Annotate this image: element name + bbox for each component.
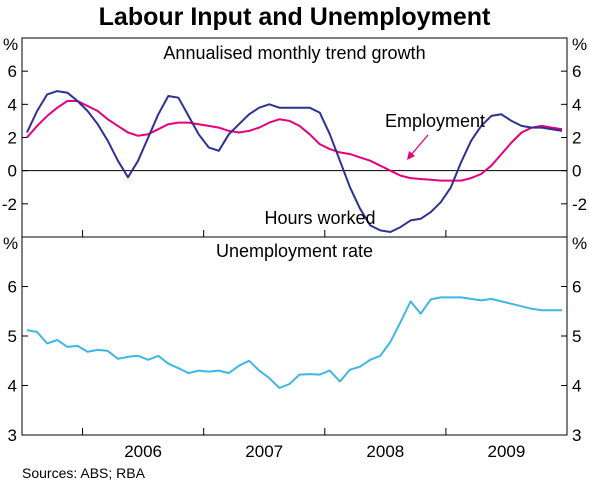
unit-label-right: % <box>572 234 587 253</box>
x-tick-label-2008: 2008 <box>366 442 404 461</box>
y-tick-label-left: 6 <box>8 278 17 297</box>
x-tick-label-2007: 2007 <box>245 442 283 461</box>
unit-label-left: % <box>3 35 18 54</box>
x-tick-label-2006: 2006 <box>124 442 162 461</box>
series-lines <box>26 90 563 389</box>
employment-annotation: Employment <box>385 111 485 131</box>
top-panel-title: Annualised monthly trend growth <box>163 43 425 63</box>
bottom-panel-title: Unemployment rate <box>216 241 373 261</box>
series-line-hours-worked <box>26 90 563 233</box>
y-tick-label-left: 4 <box>8 377 17 396</box>
chart-frames <box>21 37 568 436</box>
y-tick-label-right: -2 <box>572 195 587 214</box>
y-tick-label-right: 5 <box>572 327 581 346</box>
y-tick-label-right: 3 <box>572 426 581 445</box>
axis-labels: -2 -2 0 0 2 2 4 4 6 6% % 3 3 4 4 5 5 6 6% % 2006 2007 2008 2009 <box>2 35 587 461</box>
employment-annotation-arrow <box>410 134 429 156</box>
y-tick-label-right: 2 <box>572 129 581 148</box>
y-tick-label-left: -2 <box>2 195 17 214</box>
y-tick-label-right: 6 <box>572 62 581 81</box>
y-tick-label-left: 0 <box>8 162 17 181</box>
employment-annotation-arrowhead <box>407 151 415 160</box>
y-tick-label-right: 4 <box>572 377 581 396</box>
y-tick-label-right: 6 <box>572 278 581 297</box>
hours-worked-annotation: Hours worked <box>264 208 375 228</box>
y-tick-label-right: 4 <box>572 95 581 114</box>
unit-label-right: % <box>572 35 587 54</box>
series-line-unemployment-rate <box>26 296 562 389</box>
y-tick-label-left: 6 <box>8 62 17 81</box>
chart-source: Sources: ABS; RBA <box>22 465 146 481</box>
y-tick-label-right: 0 <box>572 162 581 181</box>
axis-ticks <box>22 70 567 436</box>
unit-label-left: % <box>3 234 18 253</box>
chart-title: Labour Input and Unemployment <box>99 3 491 31</box>
y-tick-label-left: 3 <box>8 426 17 445</box>
y-tick-label-left: 2 <box>8 129 17 148</box>
x-tick-label-2009: 2009 <box>488 442 526 461</box>
y-tick-label-left: 5 <box>8 327 17 346</box>
y-tick-label-left: 4 <box>8 95 17 114</box>
series-line-employment <box>26 100 563 182</box>
